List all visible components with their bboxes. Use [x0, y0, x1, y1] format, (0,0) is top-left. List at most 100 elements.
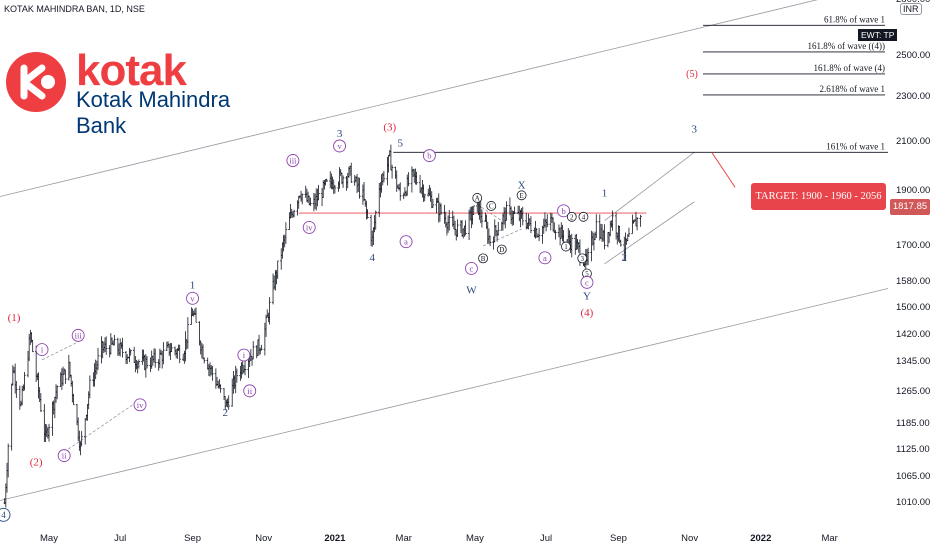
wave-label: 2	[566, 211, 577, 222]
wave-label: 1	[602, 187, 608, 199]
wave-text: 1	[602, 187, 608, 199]
wave-label: 3	[337, 128, 343, 140]
ohlc-bar	[96, 347, 100, 370]
wave-text: iii	[289, 156, 297, 166]
wave-text: 3	[692, 124, 698, 136]
wave-text: (2)	[30, 456, 43, 468]
ohlc-bar	[619, 239, 622, 247]
wave-label: E	[516, 190, 527, 201]
wave-label: C	[486, 201, 497, 211]
wave-label: v	[333, 139, 347, 153]
time-tick-label: Sep	[609, 533, 627, 544]
price-tick-label: 2100.00	[896, 135, 931, 147]
symbol-header[interactable]: KOTAK MAHINDRA BAN, 1D, NSE	[4, 4, 145, 14]
wave-text: 5	[397, 138, 403, 150]
target-box: TARGET: 1900 - 1960 - 2056	[751, 183, 886, 210]
ohlc-bar	[170, 343, 173, 353]
wave-label: 1	[561, 241, 571, 252]
kotak-logo-icon	[6, 52, 66, 112]
ohlc-bar	[235, 368, 239, 383]
horizontal-levels: 61.8% of wave 1 161.8% of wave ((4)) 161.8…	[298, 14, 888, 214]
ohlc-bar	[64, 369, 67, 384]
time-tick-label: 2022	[750, 533, 772, 544]
ohlc-bar	[194, 307, 198, 323]
ohlc-bar	[72, 393, 75, 406]
wave-text: 1	[190, 280, 196, 292]
price-tick-label: 1010.00	[896, 496, 931, 508]
wave-label: 3	[577, 253, 588, 264]
ohlc-bar	[10, 383, 13, 451]
wave-text: c	[470, 263, 474, 273]
ohlc-bar	[366, 209, 369, 219]
wave-label: B	[478, 253, 488, 264]
target-pointer	[711, 152, 736, 188]
ohlc-bar	[39, 393, 43, 413]
ohlc-bar	[325, 178, 328, 183]
ohlc-bar	[301, 193, 304, 205]
wave-text: v	[337, 141, 342, 151]
wave-label: iv	[133, 398, 147, 412]
wave-text: A	[475, 194, 480, 202]
logo-word: kotak	[76, 46, 187, 95]
price-tick-label: 1125.00	[896, 443, 930, 455]
wave-circle	[578, 211, 589, 222]
ohlc-bar	[333, 184, 337, 194]
wave-text: ii	[247, 386, 252, 396]
ohlc-bar	[639, 214, 642, 227]
wave-label: 1	[190, 280, 196, 292]
wave-text: 2	[222, 407, 228, 419]
time-tick-label: 2021	[324, 533, 346, 544]
ohlc-bar	[219, 384, 222, 393]
wave-circle	[478, 253, 488, 264]
ohlc-bar	[529, 216, 533, 234]
logo-subtitle: Kotak Mahindra Bank	[76, 87, 231, 138]
price-axis[interactable]	[888, 0, 932, 530]
wave-text: 1	[564, 243, 568, 251]
price-tick-label: 1185.00	[896, 418, 930, 430]
ohlc-bar	[113, 334, 116, 346]
wave-circle	[133, 398, 147, 412]
last-price-badge: 1817.85	[890, 199, 930, 215]
wave-circle	[561, 241, 571, 252]
dashed-wave-line	[41, 341, 79, 361]
wave-text: i	[243, 350, 246, 360]
ohlc-bar	[546, 214, 549, 228]
wave-circle	[237, 348, 251, 362]
wave-text: 2	[570, 213, 574, 221]
wave-text: E	[519, 192, 523, 200]
ohlc-bar	[480, 209, 484, 228]
wave-circle	[243, 384, 257, 398]
time-tick-label: Mar	[395, 533, 412, 544]
wave-circle	[516, 190, 527, 201]
ohlc-bar	[611, 210, 614, 231]
wave-text: 4	[369, 252, 375, 264]
wave-label: 2	[222, 407, 228, 419]
ohlc-bar	[627, 227, 631, 237]
wave-label: iii	[71, 328, 85, 342]
ohlc-bar	[145, 356, 149, 369]
wave-text: C	[489, 202, 494, 210]
wave-text: B	[481, 255, 486, 263]
ohlc-bar	[472, 205, 475, 215]
wave-label: Y	[583, 291, 591, 303]
ohlc-bar	[488, 235, 492, 247]
wave-label: iv	[302, 220, 316, 234]
ohlc-bar	[505, 201, 508, 221]
time-tick-label: Jul	[114, 533, 127, 544]
level-label: 2.618% of wave 1	[820, 84, 885, 94]
ohlc-bar	[513, 206, 516, 215]
wave-text: 3	[581, 255, 585, 263]
wave-label: 4	[0, 507, 11, 522]
wave-circle	[71, 328, 85, 342]
currency-badge[interactable]: INR	[900, 3, 922, 15]
ohlc-bar	[382, 170, 386, 183]
ohlc-bar	[31, 339, 34, 353]
wave-circle	[57, 449, 71, 463]
time-tick-label: Mar	[821, 533, 838, 544]
wave-text: W	[466, 284, 477, 296]
wave-text: a	[543, 253, 547, 263]
ohlc-bar	[521, 206, 524, 226]
time-tick-label: Sep	[184, 533, 201, 544]
